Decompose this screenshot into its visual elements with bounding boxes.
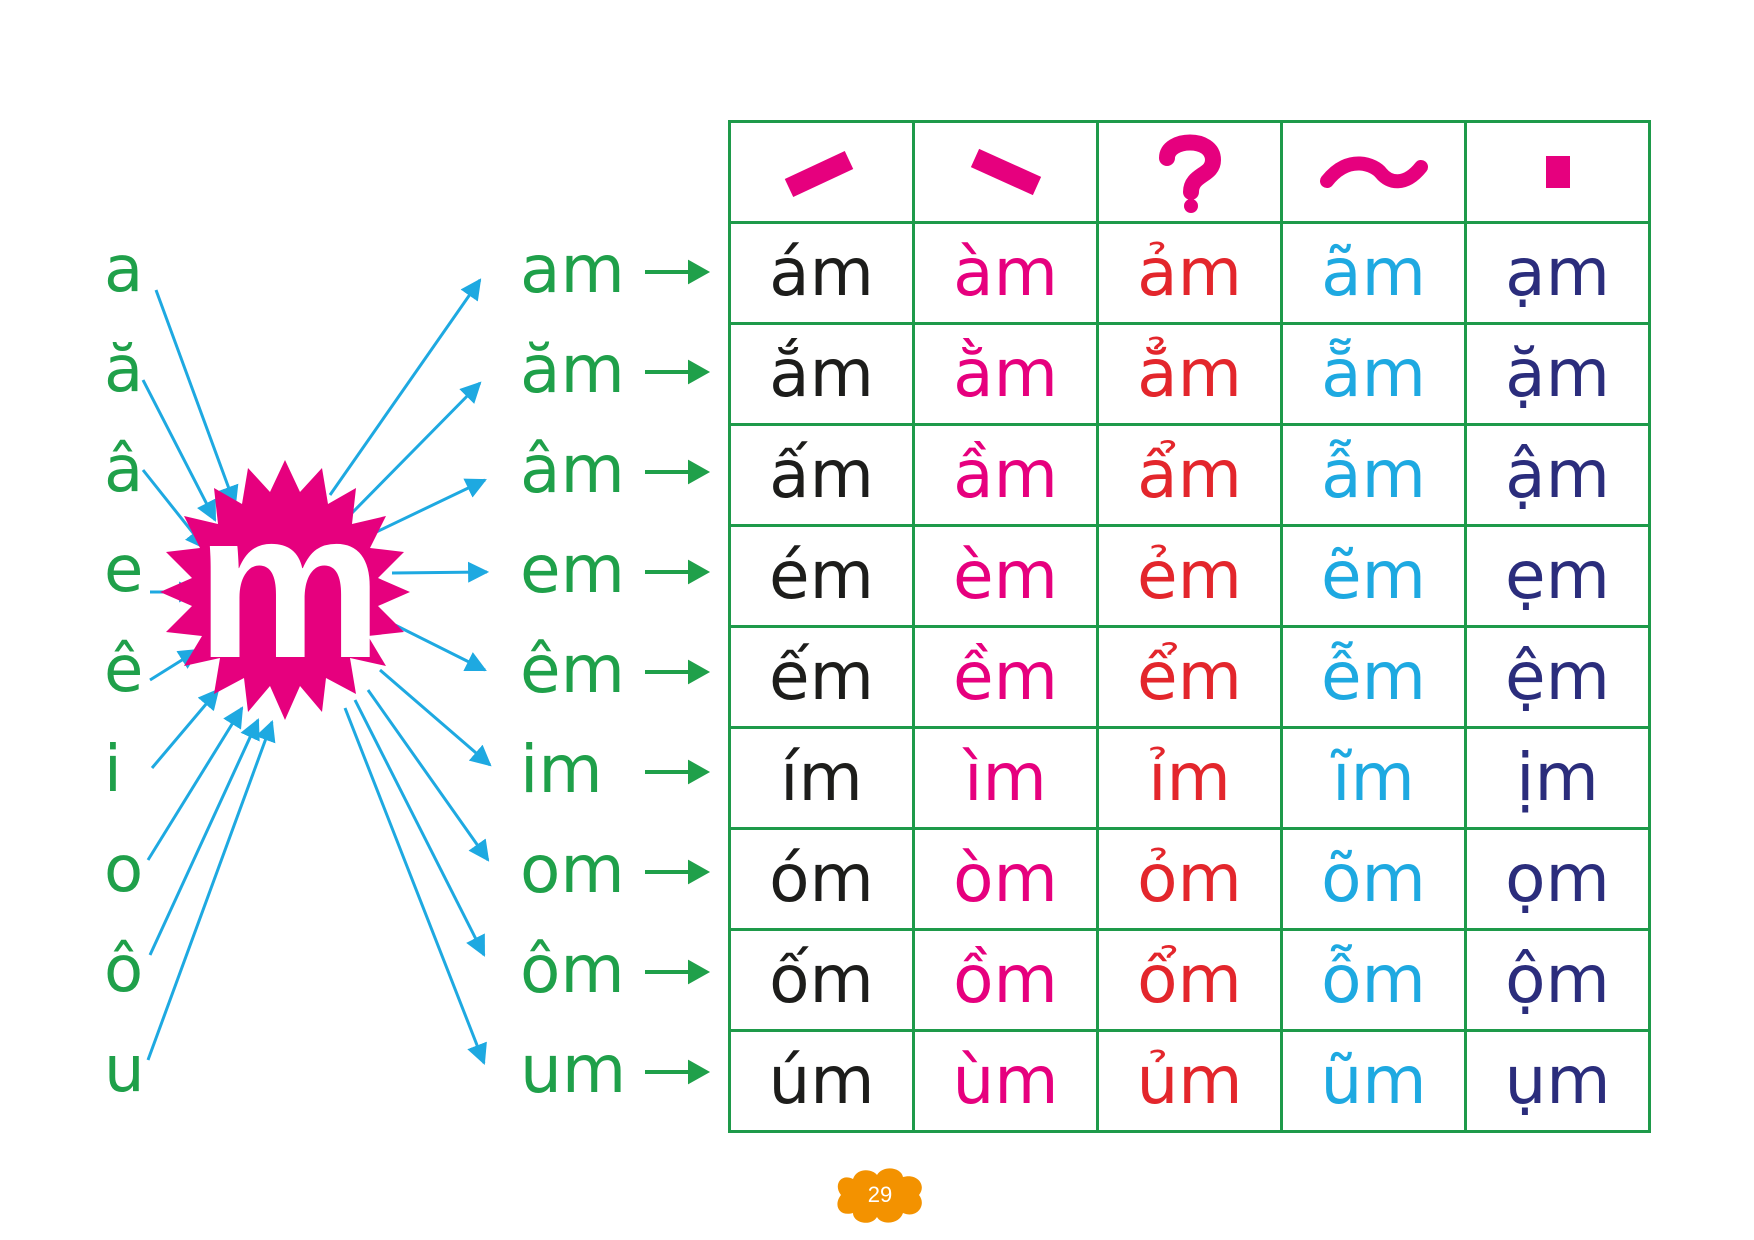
tone-header-row bbox=[728, 120, 1651, 224]
cell: ộm bbox=[1464, 928, 1651, 1032]
cell: ềm bbox=[912, 625, 1099, 729]
cell: ẽm bbox=[1280, 524, 1467, 628]
table-row: ắm ằm ẳm ẵm ặm bbox=[728, 322, 1651, 426]
cell: ẳm bbox=[1096, 322, 1283, 426]
vowel-ô: ô bbox=[104, 933, 144, 1007]
cell: ễm bbox=[1280, 625, 1467, 729]
cell: ìm bbox=[912, 726, 1099, 830]
rhyme-ôm: ôm bbox=[520, 931, 625, 1008]
rhyme-om: om bbox=[520, 831, 625, 908]
rhyme-âm: âm bbox=[520, 431, 625, 508]
cell: ụm bbox=[1464, 1029, 1651, 1133]
vowel-u: u bbox=[104, 1033, 145, 1107]
cell: ẹm bbox=[1464, 524, 1651, 628]
table-row: ốm ồm ổm ỗm ộm bbox=[728, 928, 1651, 1032]
cell: ẫm bbox=[1280, 423, 1467, 527]
cell: ấm bbox=[728, 423, 915, 527]
vowel-ă: ă bbox=[104, 333, 144, 407]
page-number: 29 bbox=[867, 1182, 893, 1207]
cell: ắm bbox=[728, 322, 915, 426]
cell: ẻm bbox=[1096, 524, 1283, 628]
tone-acute-icon bbox=[728, 120, 915, 224]
table-row: úm ùm ủm ũm ụm bbox=[728, 1029, 1651, 1133]
cell: ĩm bbox=[1280, 726, 1467, 830]
cell: ỏm bbox=[1096, 827, 1283, 931]
cell: ầm bbox=[912, 423, 1099, 527]
cell: ặm bbox=[1464, 322, 1651, 426]
arrow-out-um bbox=[343, 707, 487, 1065]
cell: ám bbox=[728, 221, 915, 325]
vowel-â: â bbox=[104, 433, 144, 507]
cell: ẩm bbox=[1096, 423, 1283, 527]
vowel-ê: ê bbox=[104, 633, 144, 707]
tone-table: ám àm ảm ãm ạm ắm ằm ẳm ẵm ặm ấm ầm ẩm ẫ… bbox=[728, 120, 1651, 1133]
tone-tilde-icon bbox=[1280, 120, 1467, 224]
vowel-o: o bbox=[104, 833, 144, 907]
cell: ỗm bbox=[1280, 928, 1467, 1032]
cell: ạm bbox=[1464, 221, 1651, 325]
rhyme-im: im bbox=[520, 731, 603, 808]
cell: ãm bbox=[1280, 221, 1467, 325]
tone-hook-icon bbox=[1096, 120, 1283, 224]
cell: èm bbox=[912, 524, 1099, 628]
cell: ủm bbox=[1096, 1029, 1283, 1133]
cell: ằm bbox=[912, 322, 1099, 426]
cell: úm bbox=[728, 1029, 915, 1133]
cell: ũm bbox=[1280, 1029, 1467, 1133]
rhyme-um: um bbox=[520, 1031, 627, 1108]
rhyme-ăm: ăm bbox=[520, 331, 625, 408]
cell: ồm bbox=[912, 928, 1099, 1032]
table-row: ém èm ẻm ẽm ẹm bbox=[728, 524, 1651, 628]
cell: ậm bbox=[1464, 423, 1651, 527]
vowel-e: e bbox=[104, 533, 144, 607]
tone-dot-icon bbox=[1464, 120, 1651, 224]
vowel-i: i bbox=[104, 733, 122, 807]
cell: õm bbox=[1280, 827, 1467, 931]
cell: ểm bbox=[1096, 625, 1283, 729]
cell: ổm bbox=[1096, 928, 1283, 1032]
rhyme-em: em bbox=[520, 531, 625, 608]
rhyme-êm: êm bbox=[520, 631, 625, 708]
table-row: ếm ềm ểm ễm ệm bbox=[728, 625, 1651, 729]
cell: òm bbox=[912, 827, 1099, 931]
cell: ịm bbox=[1464, 726, 1651, 830]
table-row: ám àm ảm ãm ạm bbox=[728, 221, 1651, 325]
center-letter: m bbox=[196, 467, 383, 702]
arrow-in-ô bbox=[148, 718, 260, 956]
cell: ệm bbox=[1464, 625, 1651, 729]
tone-grave-icon bbox=[912, 120, 1099, 224]
cell: ẵm bbox=[1280, 322, 1467, 426]
cell: ốm bbox=[728, 928, 915, 1032]
cell: ím bbox=[728, 726, 915, 830]
page-badge-icon bbox=[837, 1168, 922, 1223]
table-row: ím ìm ỉm ĩm ịm bbox=[728, 726, 1651, 830]
cell: ảm bbox=[1096, 221, 1283, 325]
rhyme-am: am bbox=[520, 231, 625, 308]
starburst-icon bbox=[160, 460, 410, 720]
arrow-out-ôm bbox=[353, 699, 486, 957]
cell: ọm bbox=[1464, 827, 1651, 931]
cell: ếm bbox=[728, 625, 915, 729]
cell: óm bbox=[728, 827, 915, 931]
table-row: óm òm ỏm õm ọm bbox=[728, 827, 1651, 931]
table-row: ấm ầm ẩm ẫm ậm bbox=[728, 423, 1651, 527]
cell: ém bbox=[728, 524, 915, 628]
cell: ỉm bbox=[1096, 726, 1283, 830]
cell: ùm bbox=[912, 1029, 1099, 1133]
vowel-a: a bbox=[104, 233, 144, 307]
cell: àm bbox=[912, 221, 1099, 325]
arrow-in-u bbox=[146, 720, 276, 1061]
